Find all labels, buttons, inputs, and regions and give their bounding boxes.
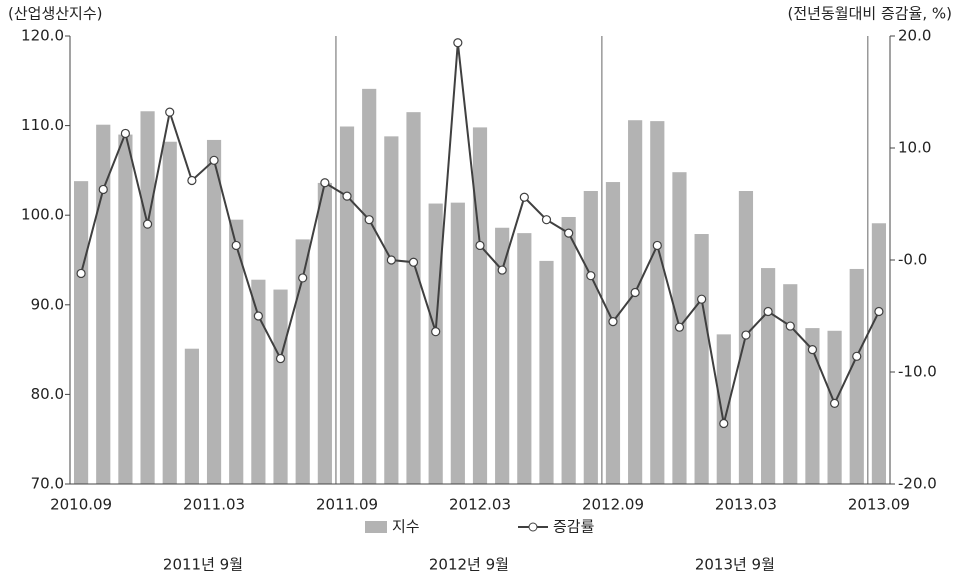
bar [206,139,222,484]
line-marker [342,191,352,201]
bar [384,136,399,485]
y2-tick-label: -0.0 [898,251,927,269]
y-tick-label: 90.0 [31,295,64,313]
bar [716,334,731,484]
bar [362,88,377,484]
legend-marker [528,522,538,532]
line-marker [541,215,552,225]
bar [583,191,598,484]
line-marker [763,306,773,317]
section-label: 2011년 9월 [163,556,243,574]
section-label: 2013년 9월 [695,556,775,574]
line-marker [231,240,241,251]
y-tick-label: 70.0 [31,475,64,493]
line-marker [564,228,574,238]
line-marker [719,418,729,429]
line-marker [275,353,286,364]
y-tick-label: 120.0 [21,27,64,45]
line-marker [142,219,153,229]
line-marker [298,273,308,283]
y2-tick-label: -20.0 [898,475,937,493]
bar [73,181,89,485]
x-tick-label: 2011.03 [183,496,245,514]
x-tick-label: 2012.03 [449,496,511,514]
line-marker [475,240,485,251]
line-marker [674,322,685,332]
line-marker [253,311,263,321]
line-marker [497,265,507,275]
legend-label: 지수 [392,518,420,536]
line-marker [586,271,596,281]
x-tick-label: 2013.03 [715,496,777,514]
legend-label: 증감률 [553,518,595,536]
bar [761,268,776,484]
bar [295,239,310,484]
bar [561,216,576,484]
bar [450,202,465,484]
bar [805,328,820,484]
bar [118,134,133,484]
line-marker [630,287,640,298]
y2-tick-label: 20.0 [898,27,931,45]
bar [871,223,887,484]
y-tick-label: 80.0 [31,385,64,403]
line-marker [187,175,197,186]
legend-swatch [365,521,387,533]
bar [184,348,199,484]
x-tick-label: 2011.09 [316,496,378,514]
line-marker [408,257,419,267]
y2-tick-label: 10.0 [898,139,931,157]
y-axis-label: (산업생산지수) [8,5,103,23]
line-marker [98,184,108,195]
line-marker [76,268,86,279]
bar [229,219,244,484]
y-tick-label: 110.0 [21,116,64,134]
line-marker [829,398,840,408]
x-tick-label: 2010.09 [50,496,112,514]
line-marker [652,240,662,251]
line-marker [785,321,795,331]
line-marker [364,215,374,225]
bar [849,268,864,484]
line-marker [120,128,131,139]
line-marker [608,317,618,327]
line-marker [386,255,396,265]
bar [628,120,643,484]
bar [251,279,266,484]
bar [162,141,177,484]
line-marker [453,38,463,48]
bar [539,260,554,484]
bar [650,121,665,485]
bar [406,112,421,484]
bar [783,284,798,484]
section-label: 2012년 9월 [429,556,509,574]
bar [694,234,709,484]
line-marker [807,345,818,355]
bar [517,233,532,484]
y2-axis-label: (전년동월대비 증감율, %) [788,5,952,23]
line-marker [697,294,707,304]
line-marker [320,178,330,188]
line-marker [874,306,884,317]
line-marker [209,155,219,165]
line-marker [852,351,862,361]
bar [273,289,288,484]
bar [96,124,111,484]
y2-tick-label: -10.0 [898,363,937,381]
line-marker [519,192,529,202]
bar [140,111,155,484]
bar [495,227,510,484]
line-marker [165,107,175,117]
bar [605,182,621,484]
x-tick-label: 2012.09 [582,496,644,514]
bar [428,203,443,484]
x-tick-label: 2013.09 [848,496,910,514]
bar [472,127,488,484]
bar [339,126,355,484]
line-marker [741,330,751,340]
bar [317,182,332,484]
y-tick-label: 100.0 [21,206,64,224]
line-marker [431,327,441,337]
